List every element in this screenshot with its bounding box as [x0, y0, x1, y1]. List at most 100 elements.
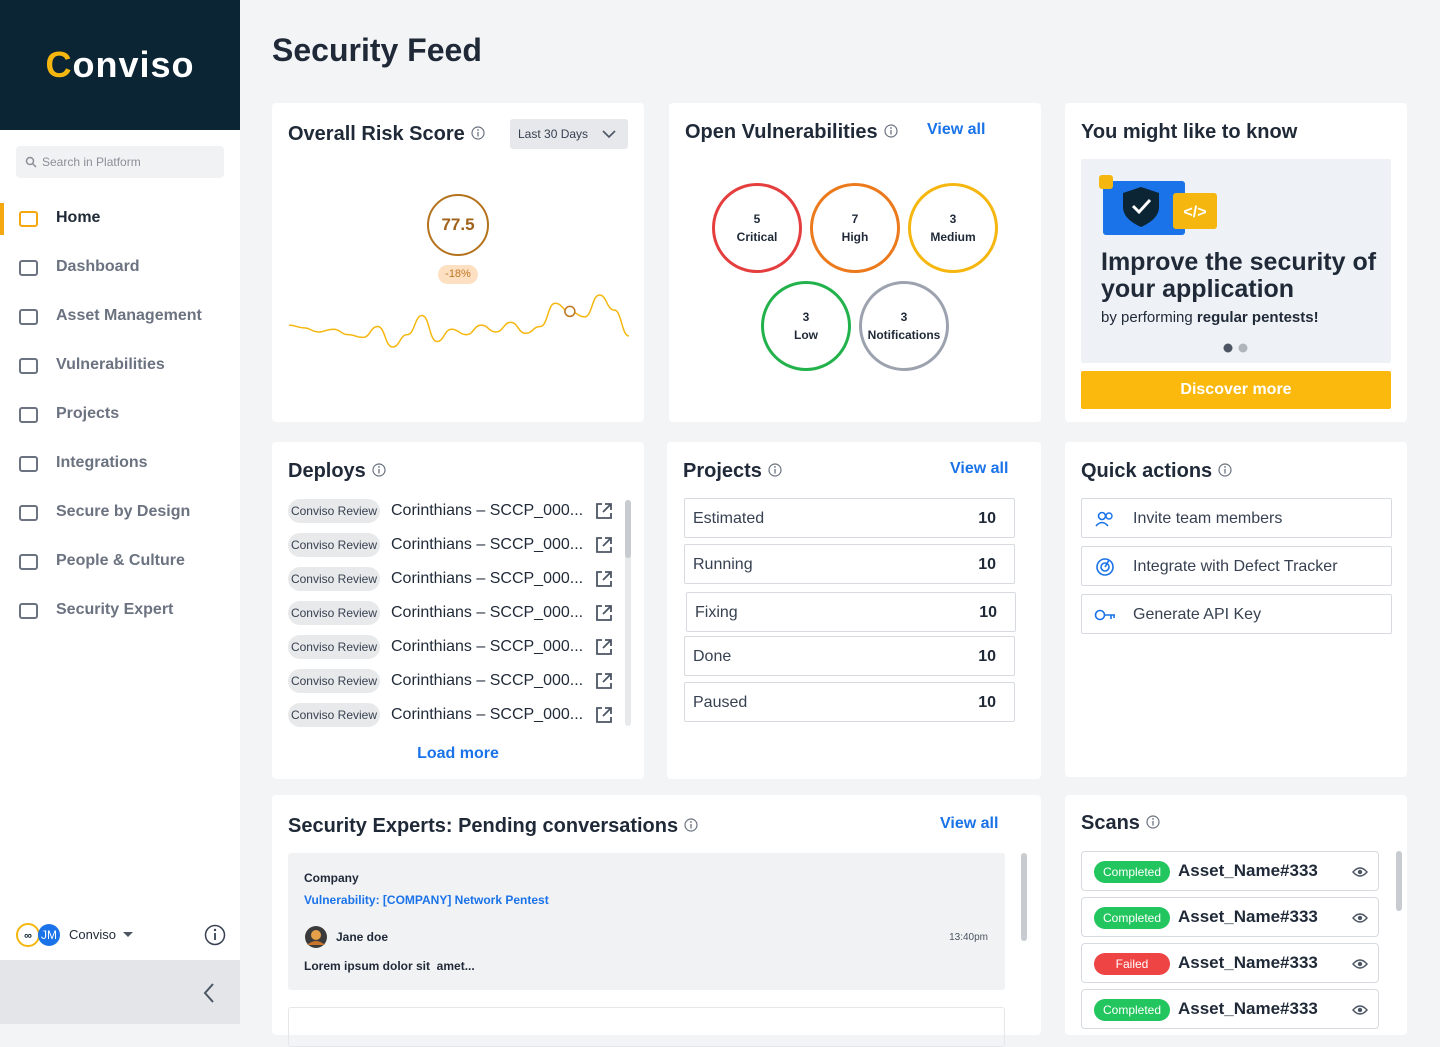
info-icon[interactable]	[884, 124, 898, 138]
info-icon[interactable]	[471, 126, 485, 140]
conversation-item[interactable]: Company Vulnerability: [COMPANY] Network…	[288, 853, 1005, 990]
info-icon[interactable]	[684, 818, 698, 832]
search-input[interactable]: Search in Platform	[16, 146, 224, 178]
period-select[interactable]: Last 30 Days	[510, 119, 628, 149]
collapse-bar[interactable]	[0, 960, 240, 1024]
load-more[interactable]: Load more	[417, 745, 499, 762]
view-icon[interactable]	[1352, 865, 1368, 883]
view-icon[interactable]	[1352, 1003, 1368, 1021]
vuln-count: 5	[753, 212, 761, 226]
info[interactable]	[768, 460, 782, 483]
project-row[interactable]: Done 10	[684, 636, 1015, 676]
action-icon	[1094, 509, 1118, 534]
nav-item[interactable]: Home	[0, 199, 240, 239]
info[interactable]	[1218, 460, 1232, 483]
info[interactable]	[471, 123, 485, 146]
external-link[interactable]	[594, 637, 614, 662]
view-all[interactable]: View all	[940, 815, 999, 832]
quick-action[interactable]: Generate API Key	[1081, 594, 1392, 634]
project-count: 10	[978, 694, 996, 711]
scroll-thumb[interactable]	[625, 500, 631, 558]
author-avatar	[305, 926, 327, 948]
external-link[interactable]	[594, 569, 614, 594]
quick-action[interactable]: Invite team members	[1081, 498, 1392, 538]
nav-item[interactable]: People & Culture	[0, 542, 240, 582]
info[interactable]	[684, 815, 698, 838]
nav-item[interactable]: Asset Management	[0, 297, 240, 337]
deploy-tag: Conviso Review	[288, 567, 380, 591]
external-link[interactable]	[594, 671, 614, 696]
icon	[19, 211, 38, 227]
score: 77.5	[441, 215, 475, 234]
vuln-circle[interactable]: 3 Low	[761, 281, 851, 371]
time: 13:40pm	[949, 932, 988, 943]
user-name: Conviso	[69, 927, 116, 942]
info[interactable]	[1146, 812, 1160, 835]
card-title: Open Vulnerabilities	[685, 121, 898, 144]
nav-icon	[18, 503, 40, 528]
external-link[interactable]	[594, 705, 614, 730]
deploy-tag: Conviso Review	[288, 533, 380, 557]
scroll-thumb[interactable]	[1396, 851, 1402, 911]
info-button[interactable]	[204, 924, 226, 946]
external-link[interactable]	[594, 603, 614, 628]
nav-item[interactable]: Vulnerabilities	[0, 346, 240, 386]
quick-action[interactable]: Integrate with Defect Tracker	[1081, 546, 1392, 586]
carousel-dots[interactable]	[1223, 343, 1249, 353]
project-count: 10	[978, 648, 996, 665]
nav-item[interactable]: Integrations	[0, 444, 240, 484]
project-row[interactable]: Estimated 10	[684, 498, 1015, 538]
view-all[interactable]: View all	[950, 460, 1009, 477]
sidebar: Conviso Search in Platform ∞ JM Conviso …	[0, 0, 240, 1024]
nav-icon	[18, 258, 40, 283]
logo: Conviso	[0, 0, 240, 130]
conversation-item[interactable]	[288, 1007, 1005, 1047]
trend-marker[interactable]	[564, 305, 576, 318]
vuln-circle[interactable]: 5 Critical	[712, 183, 802, 273]
view-icon[interactable]	[1352, 957, 1368, 975]
info-icon[interactable]	[372, 463, 386, 477]
project-status: Done	[693, 648, 732, 665]
view-icon[interactable]	[1352, 911, 1368, 929]
vuln-circle[interactable]: 3 Notifications	[859, 281, 949, 371]
action-icon	[1094, 605, 1118, 630]
icon	[19, 456, 38, 472]
nav-label: Home	[56, 209, 101, 226]
discover-button[interactable]: Discover more	[1081, 371, 1391, 409]
scan-row[interactable]: Failed Asset_Name#333	[1081, 943, 1379, 983]
search-placeholder: Search in Platform	[42, 155, 141, 169]
vuln-circle[interactable]: 7 High	[810, 183, 900, 273]
nav-item[interactable]: Secure by Design	[0, 493, 240, 533]
nav-item[interactable]: Dashboard	[0, 248, 240, 288]
deploys-card: Deploys Load more Conviso Review Corinthi…	[272, 442, 644, 779]
scan-row[interactable]: Completed Asset_Name#333	[1081, 851, 1379, 891]
conversations-card: Security Experts: Pending conversations …	[272, 795, 1041, 1047]
collapse-icon	[203, 983, 214, 1003]
project-row[interactable]: Running 10	[684, 544, 1015, 584]
info[interactable]	[372, 460, 386, 483]
project-row[interactable]: Paused 10	[684, 682, 1015, 722]
info[interactable]	[884, 121, 898, 144]
info-icon[interactable]	[1218, 463, 1232, 477]
info-icon[interactable]	[768, 463, 782, 477]
score-circle: 77.5	[427, 194, 489, 256]
icon	[19, 505, 38, 521]
vuln-circle[interactable]: 3 Medium	[908, 183, 998, 273]
external-link[interactable]	[594, 501, 614, 526]
scroll-thumb[interactable]	[1021, 853, 1027, 941]
icon	[19, 603, 38, 619]
tip-headline: Improve the security of your application	[1101, 248, 1377, 303]
scan-row[interactable]: Completed Asset_Name#333	[1081, 897, 1379, 937]
external-link[interactable]	[594, 535, 614, 560]
nav-item[interactable]: Security Expert	[0, 591, 240, 631]
view-all[interactable]: View all	[927, 121, 986, 138]
scan-row[interactable]: Completed Asset_Name#333	[1081, 989, 1379, 1029]
info-icon[interactable]	[1146, 815, 1160, 829]
nav-item[interactable]: Projects	[0, 395, 240, 435]
project-row[interactable]: Fixing 10	[686, 592, 1016, 632]
vulnerability-link[interactable]: Vulnerability: [COMPANY] Network Pentest	[304, 893, 549, 907]
user-menu[interactable]: ∞ JM Conviso	[16, 922, 226, 948]
projects-card: Projects View all Estimated 10 Running 10 Fi…	[667, 442, 1041, 779]
icon	[596, 503, 612, 519]
nav-label: Projects	[56, 405, 120, 422]
